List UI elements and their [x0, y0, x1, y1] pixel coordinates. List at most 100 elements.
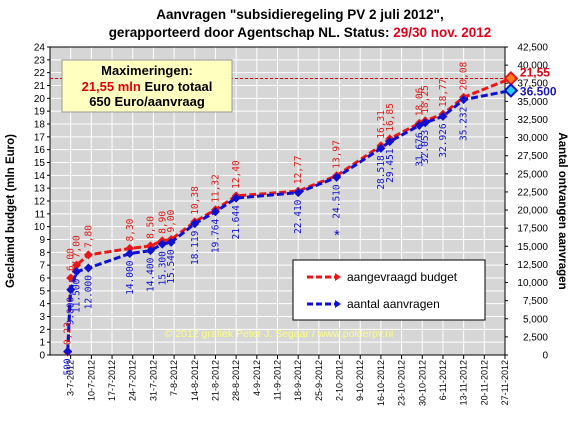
- budget-data-label: 13,97: [332, 140, 343, 169]
- budget-data-label: 12,77: [293, 156, 304, 185]
- stray-asterisk: *: [334, 227, 340, 244]
- max-info-box: Maximeringen: 21,55 mln Euro totaal 650 …: [61, 59, 233, 113]
- right-axis-ticks: 0 2,500 5,000 7,500 10,000 12,500 15,000 17,500…: [505, 43, 548, 362]
- right-tick-label: 7,500: [523, 296, 548, 307]
- x-tick-label: 9-10-2012: [355, 360, 365, 401]
- x-tick-label: 20-11-2012: [479, 360, 489, 405]
- x-tick-label: 10-7-2012: [86, 360, 96, 401]
- legend: aangevraagd budget aantal aanvragen: [292, 259, 486, 321]
- left-tick-label: 12: [34, 197, 46, 208]
- left-tick-label: 14: [34, 171, 46, 182]
- right-tick-label: 12,500: [517, 260, 548, 271]
- budget-point: [83, 250, 93, 260]
- count-point: [83, 263, 93, 273]
- right-tick-label: 32,500: [517, 115, 548, 126]
- right-tick-label: 0: [542, 351, 548, 362]
- budget-data-label: 10,38: [190, 186, 201, 215]
- budget-point: [125, 243, 135, 253]
- left-tick-label: 0: [39, 351, 45, 362]
- right-tick-label: 37,500: [517, 79, 548, 90]
- x-tick-label: 31-7-2012: [148, 360, 158, 401]
- right-tick-label: 40,000: [517, 61, 548, 72]
- legend-box: [292, 259, 486, 321]
- x-tick-label: 13-11-2012: [459, 360, 469, 405]
- x-tick-label: 17-7-2012: [107, 360, 117, 401]
- info-box-heading: Maximeringen:: [101, 63, 193, 78]
- count-point: [125, 249, 135, 259]
- legend-count-label: aantal aanvragen: [347, 297, 440, 311]
- right-tick-label: 15,000: [517, 242, 548, 253]
- chart-title-line1: Aanvragen "subsidieregeling PV 2 juli 20…: [156, 7, 443, 22]
- x-tick-label: 11-9-2012: [273, 360, 283, 400]
- count-data-label: 12.000: [83, 275, 94, 310]
- budget-data-label: 16,31: [376, 110, 387, 139]
- x-axis-ticks: 3-7-2012 10-7-2012 17-7-2012 24-7-2012 31-7-…: [66, 355, 510, 406]
- budget-data-label: 18,25: [420, 85, 431, 114]
- y2-axis-label: Aantal ontvangen aanvragen: [556, 132, 568, 289]
- right-tick-label: 22,500: [517, 187, 548, 198]
- left-tick-label: 16: [34, 145, 46, 156]
- left-tick-label: 21: [34, 81, 46, 92]
- x-tick-label: 18-9-2012: [293, 360, 303, 401]
- series-layer: [63, 71, 519, 357]
- x-tick-label: 6-11-2012: [438, 360, 448, 400]
- y-axis-label: Geclaimd budget (mln Euro): [5, 134, 17, 288]
- left-tick-label: 9: [39, 235, 45, 246]
- title-status-text: gerapporteerd door Agentschap NL. Status…: [109, 25, 390, 40]
- budget-data-label: 12,40: [231, 160, 242, 189]
- count-point: [72, 267, 82, 277]
- end-budget-label: 21,55: [520, 65, 550, 79]
- budget-data-label: 7,00: [72, 235, 83, 258]
- x-tick-label: 2-10-2012: [335, 360, 345, 401]
- legend-budget-arrow-icon: [335, 273, 341, 281]
- count-point: [190, 219, 200, 229]
- count-point: [145, 246, 155, 256]
- count-data-label: 32.926: [438, 123, 449, 158]
- info-box-per-request: 650 Euro/aanvraag: [89, 94, 205, 109]
- left-tick-label: 2: [39, 325, 45, 336]
- right-tick-label: 20,000: [517, 206, 548, 217]
- budget-data-label: 0,23: [63, 322, 74, 345]
- left-tick-label: 15: [34, 158, 46, 169]
- left-tick-label: 5: [39, 286, 45, 297]
- budget-data-label: 16,85: [385, 103, 396, 132]
- budget-data-label: 9,00: [166, 209, 177, 232]
- budget-data-label: 18,06: [414, 87, 425, 116]
- count-point: [385, 137, 395, 147]
- count-point: [157, 239, 167, 249]
- budget-end-marker: [503, 71, 519, 86]
- count-point: [438, 111, 448, 121]
- left-tick-label: 7: [39, 261, 45, 272]
- count-data-label: 500: [63, 358, 74, 375]
- left-tick-label: 23: [34, 55, 46, 66]
- left-tick-label: 20: [34, 94, 46, 105]
- right-tick-label: 35,000: [517, 97, 548, 108]
- left-tick-label: 24: [34, 43, 46, 54]
- left-tick-label: 1: [39, 338, 45, 349]
- end-count-label: 36.500: [520, 84, 557, 98]
- budget-data-label: 20,08: [459, 61, 470, 90]
- x-tick-label: 25-9-2012: [314, 360, 324, 401]
- count-point: [66, 285, 76, 295]
- x-tick-label: 16-10-2012: [376, 360, 386, 406]
- count-point: [210, 207, 220, 217]
- count-data-label: 22.410: [293, 199, 304, 234]
- left-tick-label: 6: [39, 274, 45, 285]
- right-tick-label: 10,000: [517, 278, 548, 289]
- x-tick-label: 4-9-2012: [252, 360, 262, 396]
- left-tick-label: 8: [39, 248, 45, 259]
- count-data-label: 14.400: [145, 257, 156, 292]
- left-tick-label: 22: [34, 68, 46, 79]
- count-point: [63, 346, 73, 356]
- budget-data-label: 18,77: [438, 79, 449, 108]
- info-box-total: 21,55 mln Euro totaal: [82, 79, 213, 94]
- count-point: [231, 193, 241, 203]
- count-data-label: 18.119: [190, 230, 201, 265]
- count-data-label: 35.232: [459, 107, 470, 141]
- count-point: [332, 172, 342, 182]
- count-data-label: 15.300: [157, 251, 168, 286]
- budget-data-label: 8,50: [145, 216, 156, 239]
- count-point: [293, 188, 303, 198]
- x-tick-label: 24-7-2012: [128, 360, 138, 401]
